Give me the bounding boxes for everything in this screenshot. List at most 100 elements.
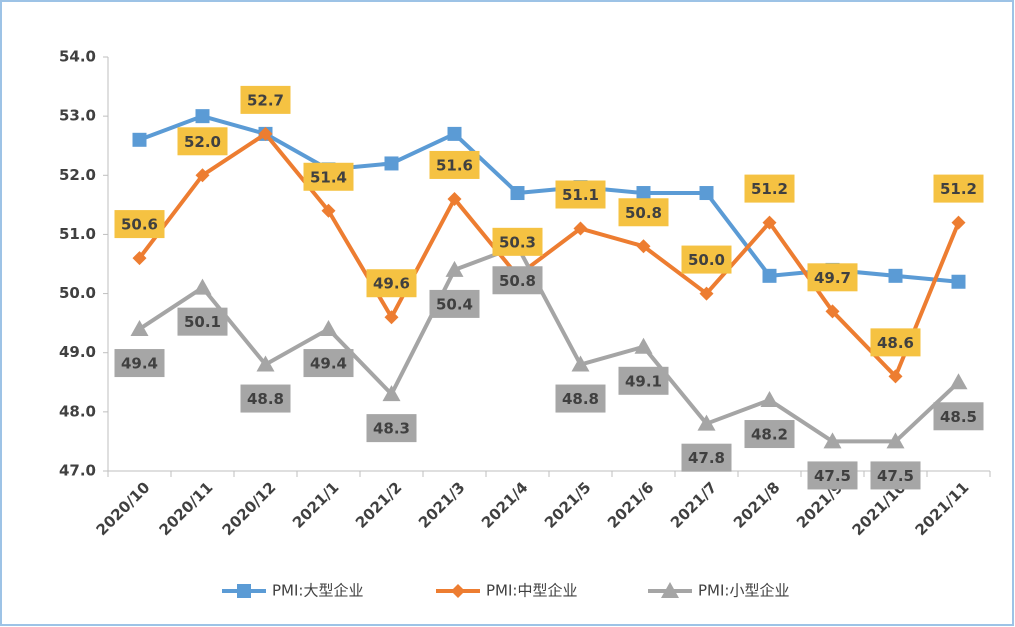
marker: [634, 337, 653, 354]
marker: [382, 385, 401, 402]
marker: [130, 320, 149, 337]
marker: [573, 221, 588, 236]
marker: [636, 239, 651, 254]
data-label: 48.6: [877, 334, 914, 352]
marker: [760, 391, 779, 408]
legend-marker: [451, 584, 465, 598]
data-label: 49.4: [121, 355, 158, 373]
data-label: 48.3: [373, 420, 410, 438]
data-label: 50.3: [499, 233, 536, 251]
legend-marker: [661, 582, 679, 598]
data-label: 50.0: [688, 251, 725, 269]
data-label-box: [933, 174, 984, 203]
marker: [636, 186, 651, 201]
marker: [321, 203, 336, 218]
marker: [384, 310, 399, 325]
marker: [699, 186, 714, 201]
legend-label: PMI:大型企业: [272, 582, 363, 600]
marker: [256, 355, 275, 372]
data-label-box: [177, 127, 228, 156]
data-label: 50.8: [499, 272, 536, 290]
marker: [888, 369, 903, 384]
data-label-box: [744, 174, 795, 203]
data-label-box: [555, 384, 606, 413]
marker: [825, 304, 840, 319]
marker: [823, 432, 842, 449]
data-label: 48.8: [247, 390, 284, 408]
marker: [951, 274, 966, 289]
marker: [447, 126, 462, 141]
marker: [886, 432, 905, 449]
legend-label: PMI:中型企业: [486, 582, 577, 600]
data-label-box: [618, 366, 669, 395]
data-label-box: [240, 85, 291, 114]
marker: [195, 109, 210, 124]
marker: [888, 268, 903, 283]
marker: [762, 215, 777, 230]
marker: [447, 191, 462, 206]
y-tick-label: 50.0: [59, 284, 96, 302]
data-label-box: [744, 420, 795, 449]
data-label-box: [870, 461, 921, 490]
marker: [132, 251, 147, 266]
data-label-box: [933, 402, 984, 431]
marker: [195, 168, 210, 183]
data-label-box: [807, 461, 858, 490]
series-line: [138, 244, 960, 444]
data-label: 49.7: [814, 269, 851, 287]
data-label-box: [555, 180, 606, 209]
data-label: 51.6: [436, 156, 473, 174]
data-label: 47.8: [688, 449, 725, 467]
data-label-box: [681, 443, 732, 472]
marker: [951, 215, 966, 230]
marker: [762, 268, 777, 283]
data-label-box: [492, 227, 543, 256]
data-label: 50.8: [625, 204, 662, 222]
data-label-box: [303, 162, 354, 191]
legend-label: PMI:小型企业: [698, 582, 789, 600]
data-label-box: [429, 150, 480, 179]
data-label-box: [492, 266, 543, 295]
data-label: 49.4: [310, 355, 347, 373]
series-line: [137, 131, 961, 379]
marker: [445, 260, 464, 277]
data-label-box: [429, 289, 480, 318]
data-label-box: [114, 210, 165, 239]
y-tick-label: 53.0: [59, 107, 96, 125]
data-label: 51.4: [310, 168, 347, 186]
data-label-box: [114, 349, 165, 378]
legend-marker: [237, 584, 251, 598]
data-label: 49.1: [625, 372, 662, 390]
data-label: 50.6: [121, 216, 158, 234]
y-tick-label: 49.0: [59, 343, 96, 361]
data-label: 47.5: [814, 467, 851, 485]
data-label: 49.6: [373, 275, 410, 293]
marker: [319, 320, 338, 337]
marker: [571, 355, 590, 372]
data-label: 48.5: [940, 408, 977, 426]
data-label-box: [303, 349, 354, 378]
data-label-box: [681, 245, 732, 274]
data-label: 51.1: [562, 186, 599, 204]
y-tick-label: 52.0: [59, 166, 96, 184]
data-label-box: [870, 328, 921, 357]
marker: [949, 373, 968, 390]
data-label: 52.7: [247, 91, 284, 109]
y-tick-label: 54.0: [59, 48, 96, 66]
data-label: 50.4: [436, 295, 473, 313]
marker: [132, 132, 147, 147]
data-label-box: [177, 307, 228, 336]
data-label: 47.5: [877, 467, 914, 485]
data-label-box: [366, 414, 417, 443]
data-label: 51.2: [751, 180, 788, 198]
marker: [510, 186, 525, 201]
data-label-box: [240, 384, 291, 413]
data-label: 48.8: [562, 390, 599, 408]
marker: [193, 278, 212, 295]
y-tick-label: 47.0: [59, 462, 96, 480]
marker: [384, 156, 399, 171]
data-label-box: [366, 269, 417, 298]
data-label: 48.2: [751, 426, 788, 444]
